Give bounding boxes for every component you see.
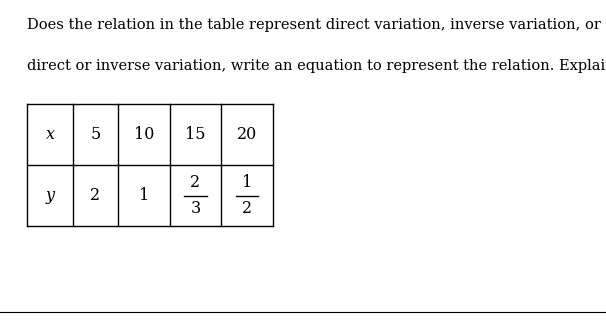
Text: y: y xyxy=(45,187,55,204)
Text: direct or inverse variation, write an equation to represent the relation. Explai: direct or inverse variation, write an eq… xyxy=(27,59,606,73)
Text: 2: 2 xyxy=(90,187,101,204)
Text: 20: 20 xyxy=(237,126,257,143)
Text: 15: 15 xyxy=(185,126,205,143)
Text: 5: 5 xyxy=(90,126,101,143)
Text: 2: 2 xyxy=(242,200,252,216)
Text: 1: 1 xyxy=(242,175,252,191)
Text: 10: 10 xyxy=(134,126,154,143)
Text: 1: 1 xyxy=(139,187,149,204)
Text: x: x xyxy=(45,126,55,143)
Text: 3: 3 xyxy=(190,200,201,216)
Text: 2: 2 xyxy=(190,175,201,191)
Text: Does the relation in the table represent direct variation, inverse variation, or: Does the relation in the table represent… xyxy=(27,18,606,32)
